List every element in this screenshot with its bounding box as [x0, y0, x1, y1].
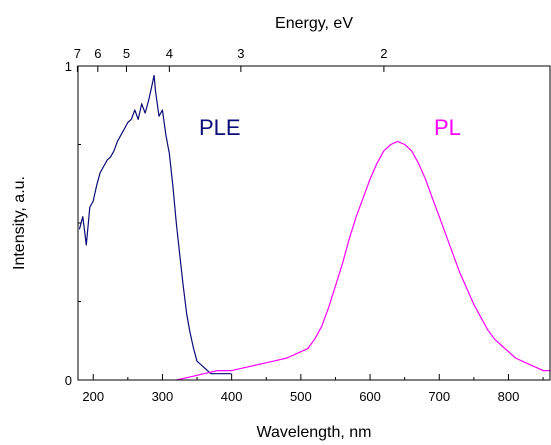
y-tick-label: 1: [65, 59, 72, 74]
top-axis-title: Energy, eV: [275, 15, 353, 32]
x-axis-title: Wavelength, nm: [256, 424, 371, 441]
annotation-ple: PLE: [199, 115, 241, 140]
top-tick-label: 3: [237, 46, 244, 61]
top-tick-label: 6: [94, 46, 101, 61]
plot-frame: [77, 65, 551, 381]
left-axis: 01: [65, 59, 84, 388]
top-tick-label: 2: [380, 46, 387, 61]
x-tick-label: 200: [82, 389, 104, 404]
y-tick-label: 0: [65, 373, 72, 388]
series-line-0: [78, 74, 232, 375]
top-tick-label: 4: [166, 46, 173, 61]
annotation-pl: PL: [434, 115, 461, 140]
top-tick-label: 5: [123, 46, 130, 61]
x-tick-label: 700: [428, 389, 450, 404]
x-tick-label: 300: [152, 389, 174, 404]
top-tick-label: 7: [74, 46, 81, 61]
x-tick-label: 600: [359, 389, 381, 404]
series-line-1: [176, 140, 550, 381]
bottom-axis: 200 300 400 500 600 700 800: [82, 374, 544, 404]
x-tick-label: 800: [498, 389, 520, 404]
series-layer: [78, 74, 550, 381]
x-tick-label: 400: [221, 389, 243, 404]
x-tick-label: 500: [290, 389, 312, 404]
y-axis-title: Intensity, a.u.: [11, 176, 28, 270]
